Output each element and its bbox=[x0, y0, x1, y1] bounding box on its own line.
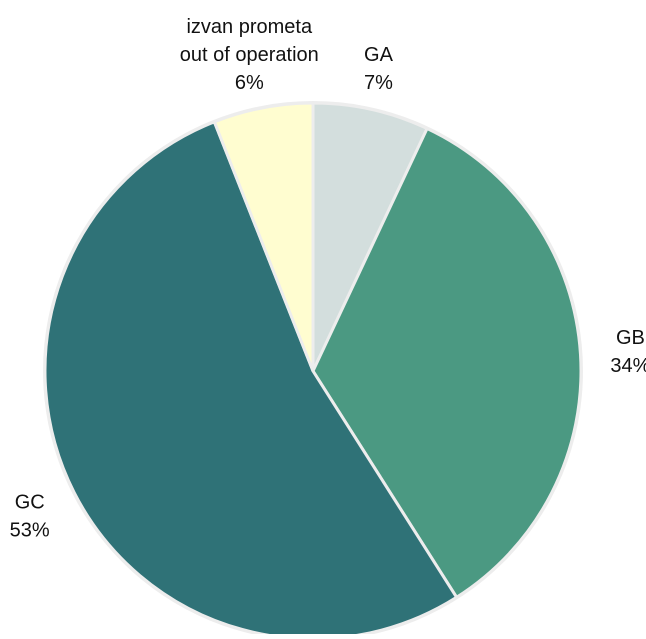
slice-value-label-gb: 34% bbox=[610, 355, 646, 377]
slice-name-label-gc: GC bbox=[15, 491, 45, 513]
slice-name-label-gb: GB bbox=[616, 327, 645, 349]
slice-value-label-izvan-prometa: 6% bbox=[235, 72, 264, 94]
slice-value-label-gc: 53% bbox=[10, 519, 50, 541]
slice-name-label-ga: GA bbox=[364, 44, 394, 66]
labels-layer: GA 7% GB 34% GC 53% izvan prometa out of operat… bbox=[10, 16, 646, 541]
slices-layer bbox=[43, 101, 583, 639]
pie-slice-gb bbox=[311, 127, 583, 599]
slice-name-label-izvan-prometa: izvan prometa bbox=[186, 16, 312, 38]
pie-slice-ga bbox=[311, 101, 429, 373]
pie-slice-izvan-prometa bbox=[212, 101, 315, 373]
slice-value-label-ga: 7% bbox=[364, 72, 393, 94]
slice-name-label-izvan-prometa: out of operation bbox=[180, 44, 319, 66]
